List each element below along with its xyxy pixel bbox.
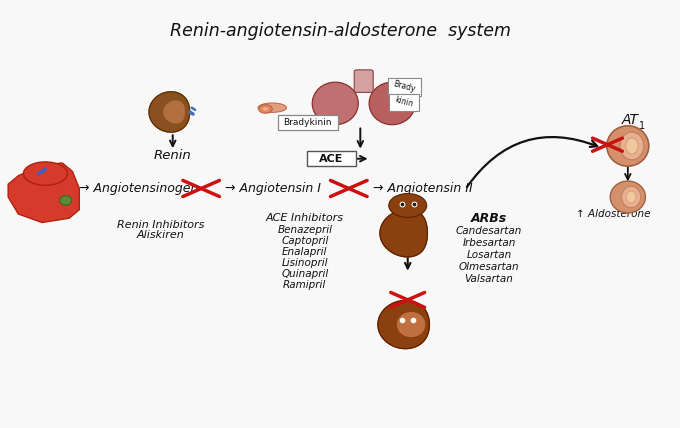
Text: Aliskiren: Aliskiren [137, 230, 184, 240]
Ellipse shape [610, 181, 645, 213]
Text: Benazepril: Benazepril [277, 225, 333, 235]
Ellipse shape [622, 186, 641, 208]
Text: ACE Inhibitors: ACE Inhibitors [266, 213, 344, 223]
Text: Olmesartan: Olmesartan [459, 262, 520, 272]
Text: Candesartan: Candesartan [456, 226, 522, 236]
Text: Valsartan: Valsartan [464, 273, 513, 284]
Text: kinin: kinin [394, 95, 415, 109]
Text: Renin Inhibitors: Renin Inhibitors [117, 220, 204, 230]
Circle shape [389, 193, 426, 217]
Ellipse shape [607, 126, 649, 166]
Ellipse shape [620, 132, 644, 160]
Ellipse shape [258, 103, 286, 113]
Text: ↑ Aldosterone: ↑ Aldosterone [576, 209, 650, 219]
Text: Irbesartan: Irbesartan [462, 238, 515, 248]
Ellipse shape [626, 138, 638, 154]
Text: ACE: ACE [320, 154, 343, 164]
Ellipse shape [60, 196, 72, 205]
FancyBboxPatch shape [277, 116, 338, 130]
Polygon shape [164, 101, 184, 123]
Text: → Angiotensin II: → Angiotensin II [373, 182, 472, 195]
Circle shape [258, 105, 272, 113]
Polygon shape [380, 209, 427, 257]
Text: Enalapril: Enalapril [282, 247, 328, 257]
Polygon shape [149, 92, 190, 132]
Text: Bradykinin: Bradykinin [284, 118, 332, 127]
Text: Lisinopril: Lisinopril [282, 259, 328, 268]
FancyBboxPatch shape [307, 151, 356, 166]
Text: Losartan: Losartan [466, 250, 511, 260]
Ellipse shape [626, 191, 636, 203]
Polygon shape [398, 312, 424, 336]
Ellipse shape [23, 162, 67, 185]
Text: Renin: Renin [154, 149, 192, 162]
Ellipse shape [369, 82, 415, 125]
Text: AT: AT [622, 113, 639, 128]
Text: 1: 1 [639, 121, 645, 131]
Text: Brady: Brady [392, 79, 416, 94]
Text: Captopril: Captopril [281, 236, 328, 246]
FancyBboxPatch shape [388, 78, 421, 96]
Text: → Angiotensinogen: → Angiotensinogen [80, 182, 199, 195]
Polygon shape [8, 163, 80, 223]
Ellipse shape [312, 82, 358, 125]
Text: → Angiotensin I: → Angiotensin I [225, 182, 321, 195]
FancyBboxPatch shape [390, 94, 420, 111]
Text: Ramipril: Ramipril [283, 280, 326, 291]
FancyBboxPatch shape [354, 70, 373, 92]
Text: Renin-angiotensin-aldosterone  system: Renin-angiotensin-aldosterone system [169, 22, 511, 40]
Circle shape [262, 107, 269, 111]
Text: ARBs: ARBs [471, 212, 507, 225]
Polygon shape [378, 300, 429, 349]
Text: Quinapril: Quinapril [281, 269, 328, 279]
